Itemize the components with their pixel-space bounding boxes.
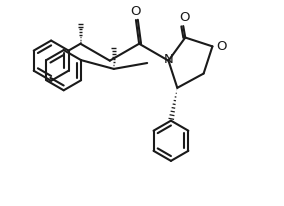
Text: O: O — [216, 40, 227, 53]
Text: O: O — [131, 5, 141, 18]
Text: O: O — [179, 11, 189, 24]
Text: N: N — [164, 53, 173, 66]
